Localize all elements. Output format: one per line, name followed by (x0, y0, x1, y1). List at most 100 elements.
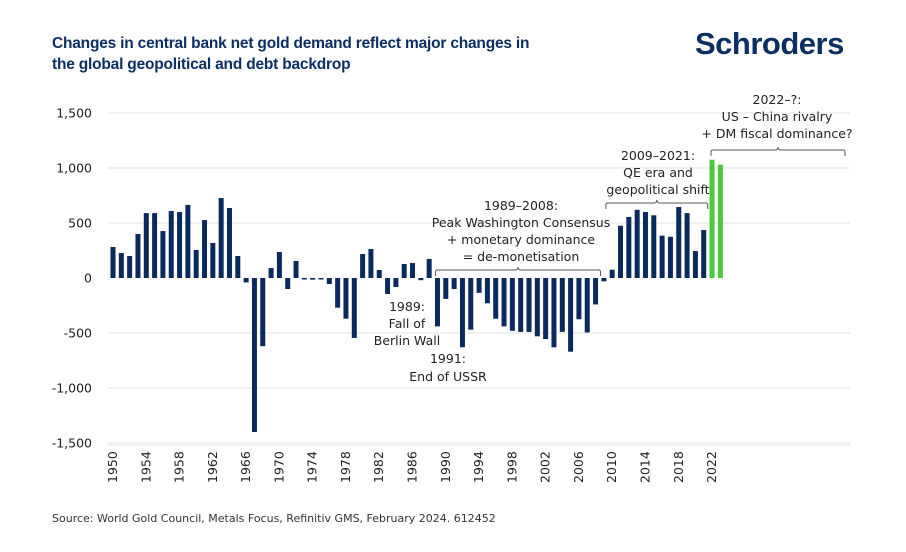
y-tick-label: 1,500 (56, 106, 92, 121)
bar-1952 (127, 256, 133, 278)
bar-1994 (476, 278, 482, 293)
x-tick-label: 1986 (405, 451, 420, 483)
x-tick-label: 1998 (504, 451, 519, 483)
source-note: Source: World Gold Council, Metals Focus… (52, 512, 496, 525)
annotation-text: = de-monetisation (463, 249, 580, 264)
bar-1996 (493, 278, 499, 319)
x-tick-label: 2002 (538, 451, 553, 483)
bar-1950 (110, 246, 116, 278)
y-tick-label: -500 (64, 326, 92, 341)
bar-2015 (651, 215, 657, 278)
x-tick-label: 2022 (704, 451, 719, 483)
annotation-ussr: 1991: End of USSR (409, 351, 487, 384)
annotation-text: 1989: (389, 299, 425, 314)
annotation-text: Berlin Wall (374, 333, 440, 348)
y-tick-label: 1,000 (56, 161, 92, 176)
bar-1971 (285, 278, 291, 289)
bar-1963 (218, 198, 224, 278)
bar-2004 (559, 278, 565, 332)
y-tick-label: 500 (68, 216, 92, 231)
bar-1972 (293, 260, 299, 278)
bracket (434, 266, 602, 276)
bar-2006 (576, 278, 582, 320)
bar-1976 (326, 278, 332, 285)
bar-2019 (684, 213, 690, 278)
bar-1966 (243, 278, 249, 283)
bar-2014 (642, 212, 648, 278)
bar-2022 (709, 159, 715, 278)
annotation-berlin: 1989: Fall of Berlin Wall (374, 299, 440, 348)
bar-1958 (177, 212, 183, 278)
annotation-text: 2022–?: (753, 92, 802, 107)
bar-1979 (351, 278, 357, 338)
x-axis: 1950 1954 1958 1962 1966 1970 1974 1978 1982 1986… (105, 451, 719, 483)
bar-2020 (692, 251, 698, 278)
bar-1980 (360, 254, 366, 278)
annotation-washington: 1989–2008: Peak Washington Consensus + mon… (432, 198, 610, 276)
bar-2018 (676, 207, 682, 278)
bar-1984 (393, 278, 399, 288)
bar-1988 (426, 258, 432, 278)
y-axis: 1,500 1,000 500 0 -500 -1,000 -1,500 (52, 106, 92, 451)
bar-1956 (160, 231, 166, 278)
bar-2008 (593, 278, 599, 305)
y-tick-label: -1,000 (52, 381, 92, 396)
y-tick-label: -1,500 (52, 436, 92, 451)
annotation-text: US – China rivalry (722, 109, 833, 124)
bar-1964 (226, 208, 232, 278)
bar-1961 (202, 220, 208, 278)
chart-title-line-1: Changes in central bank net gold demand … (52, 35, 530, 52)
bar-1969 (268, 268, 274, 278)
bar-1991 (451, 278, 457, 289)
x-tick-label: 1974 (305, 451, 320, 483)
bar-1998 (509, 278, 515, 331)
bar-2002 (543, 278, 549, 340)
bar-1967 (251, 278, 257, 432)
bar-2013 (634, 209, 640, 278)
bar-2010 (609, 269, 615, 278)
bar-1957 (168, 211, 174, 278)
bar-1955 (152, 213, 158, 278)
bar-1959 (185, 204, 191, 278)
x-tick-label: 1966 (238, 451, 253, 483)
bar-1974 (310, 278, 316, 280)
y-tick-label: 0 (84, 271, 92, 286)
bar-1973 (301, 278, 307, 280)
bar-1970 (276, 252, 282, 278)
bar-2011 (618, 225, 624, 278)
bar-1989 (434, 278, 440, 327)
bar-2009 (601, 278, 607, 282)
bar-1977 (335, 278, 341, 308)
bar-1983 (385, 278, 391, 294)
schroders-logo: Schroders (695, 26, 844, 61)
x-tick-label: 2010 (604, 451, 619, 483)
bar-1975 (318, 278, 324, 280)
annotation-text: Fall of (389, 316, 426, 331)
chart-title-line-2: the global geopolitical and debt backdro… (52, 56, 351, 73)
annotation-rivalry: 2022–?: US – China rivalry + DM fiscal dom… (701, 92, 853, 156)
bar-1992 (459, 278, 465, 348)
bar-2016 (659, 235, 665, 278)
bar-1954 (143, 213, 149, 278)
annotation-text: + monetary dominance (447, 232, 596, 247)
bar-2017 (667, 236, 673, 278)
x-tick-label: 1962 (205, 451, 220, 483)
x-tick-label: 1958 (172, 451, 187, 483)
x-tick-label: 2014 (637, 451, 652, 483)
bar-1993 (468, 278, 474, 330)
annotation-text: 1989–2008: (484, 198, 558, 213)
x-tick-label: 1994 (471, 451, 486, 483)
bar-1986 (410, 263, 416, 278)
annotation-text: + DM fiscal dominance? (701, 126, 852, 141)
bar-1951 (118, 253, 124, 278)
bar-1962 (210, 243, 216, 278)
annotation-text: 1991: (430, 351, 466, 366)
x-tick-label: 1954 (138, 451, 153, 483)
bar-2005 (568, 278, 574, 352)
bar-2012 (626, 216, 632, 278)
bar-1968 (260, 278, 266, 347)
bar-1982 (376, 269, 382, 278)
bar-1999 (518, 278, 524, 332)
bar-1953 (135, 234, 141, 278)
